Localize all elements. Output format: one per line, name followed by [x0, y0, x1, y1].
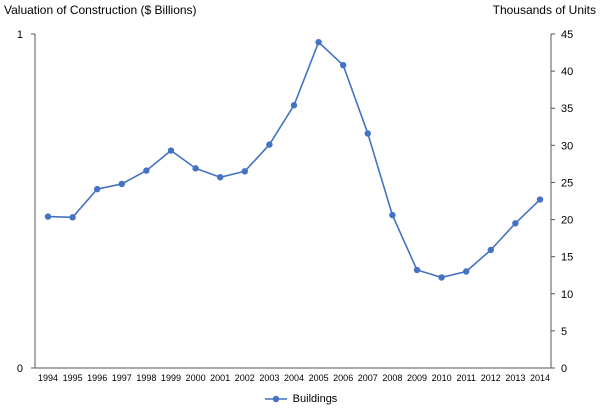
data-point-1998: [143, 167, 150, 174]
left-tick-label: 0: [17, 363, 23, 375]
data-point-1997: [118, 180, 126, 188]
data-point-1996: [94, 185, 101, 193]
right-tick-label: 5: [561, 326, 567, 338]
data-point-2001: [217, 174, 224, 181]
right-tick-label: 30: [561, 140, 573, 152]
x-tick-label: 1999: [161, 373, 181, 383]
right-tick-label: 10: [561, 289, 573, 301]
data-point-2010: [438, 274, 445, 281]
right-tick-label: 15: [561, 252, 573, 264]
x-tick-label: 2008: [382, 373, 402, 383]
x-tick-label: 2002: [235, 373, 255, 383]
x-tick-label: 2012: [481, 373, 501, 383]
x-tick-label: 2014: [530, 373, 550, 383]
x-tick-label: 2001: [210, 373, 230, 383]
data-point-2005: [315, 38, 322, 46]
x-tick-label: 2011: [457, 373, 476, 383]
x-tick-label: 2004: [284, 373, 304, 383]
right-axis-title: Thousands of Units: [492, 3, 596, 17]
x-tick-label: 2000: [186, 373, 206, 383]
data-point-2007: [364, 130, 371, 137]
x-tick-label: 2007: [358, 373, 378, 383]
data-point-2014: [536, 196, 544, 203]
x-tick-label: 2013: [505, 373, 525, 383]
data-point-2008: [389, 211, 396, 219]
left-tick-label: 1: [17, 29, 23, 41]
x-tick-label: 2003: [259, 373, 279, 383]
data-point-1999: [167, 147, 175, 154]
series-line-buildings: [47, 40, 541, 279]
x-tick-label: 1997: [112, 373, 132, 383]
legend: Buildings: [0, 393, 602, 407]
right-tick-label: 20: [561, 215, 573, 227]
x-tick-label: 2010: [432, 373, 452, 383]
right-tick-label: 45: [561, 29, 573, 41]
data-point-2013: [512, 220, 519, 227]
legend-label-buildings: Buildings: [292, 393, 338, 405]
x-tick-label: 1994: [38, 373, 58, 383]
data-point-2012: [487, 246, 494, 254]
data-point-2002: [241, 168, 248, 175]
x-tick-label: 1995: [63, 373, 83, 383]
x-tick-label: 2009: [407, 373, 427, 383]
right-tick-label: 0: [561, 363, 567, 375]
data-point-2003: [266, 141, 273, 148]
legend-marker-icon: [264, 395, 287, 403]
data-point-2009: [413, 266, 421, 274]
right-tick-label: 40: [561, 66, 573, 78]
x-tick-label: 2005: [309, 373, 329, 383]
data-point-2006: [340, 61, 347, 69]
data-point-1994: [44, 213, 52, 220]
right-tick-label: 25: [561, 177, 573, 189]
x-tick-label: 1998: [136, 373, 156, 383]
data-point-2011: [463, 268, 470, 275]
x-tick-label: 1996: [87, 373, 107, 383]
data-point-1995: [69, 214, 76, 221]
right-tick-label: 35: [561, 103, 573, 115]
x-tick-label: 2006: [333, 373, 353, 383]
left-axis-title: Valuation of Construction ($ Billions): [4, 3, 197, 17]
data-point-2000: [192, 165, 199, 172]
data-point-2004: [290, 102, 298, 109]
